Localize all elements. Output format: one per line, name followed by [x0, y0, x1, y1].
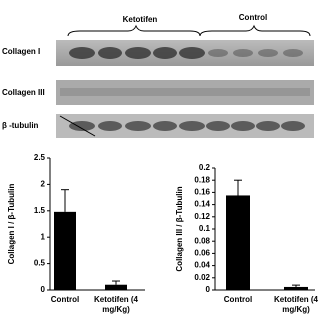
- y-tick-label: 0.04: [194, 261, 210, 270]
- y-axis-label: Collagen III / β-Tubulin: [175, 186, 184, 271]
- y-tick-label: 1: [41, 232, 46, 241]
- y-axis-label: Collagen I / β-Tubulin: [7, 184, 16, 265]
- x-tick-label: Ketotifen (4 mg/Kg): [94, 295, 138, 314]
- y-tick-label: 0.14: [194, 200, 210, 209]
- row-label: β -tubulin: [2, 121, 39, 130]
- y-tick-label: 0: [206, 285, 211, 294]
- group-label: Ketotifen: [123, 15, 158, 24]
- bar: [226, 195, 250, 290]
- y-tick-label: 0: [41, 285, 46, 294]
- y-tick-label: 2: [41, 180, 46, 189]
- x-tick-label: Control: [223, 295, 253, 304]
- x-tick-label: Control: [50, 295, 80, 304]
- x-tick-label: Ketotifen (4 mg/Kg): [274, 295, 318, 314]
- group-label: Control: [239, 13, 267, 22]
- y-tick-label: 0.1: [199, 224, 211, 233]
- bar: [105, 284, 127, 290]
- bar: [284, 286, 308, 290]
- y-tick-label: 2.5: [34, 153, 46, 162]
- row-label: Collagen III: [2, 88, 45, 97]
- y-tick-label: 0.16: [194, 188, 210, 197]
- bar: [54, 211, 76, 290]
- y-tick-label: 0.5: [34, 259, 46, 268]
- y-tick-label: 1.5: [34, 206, 46, 215]
- brace: [67, 24, 201, 37]
- row-label: Collagen I: [2, 47, 40, 56]
- brace: [199, 24, 311, 37]
- y-tick-label: 0.18: [194, 175, 210, 184]
- blot: [56, 40, 314, 138]
- y-tick-label: 0.02: [194, 273, 210, 282]
- y-tick-label: 0.06: [194, 249, 210, 258]
- y-tick-label: 0.08: [194, 236, 210, 245]
- y-tick-label: 0.2: [199, 163, 211, 172]
- y-tick-label: 0.12: [194, 212, 210, 221]
